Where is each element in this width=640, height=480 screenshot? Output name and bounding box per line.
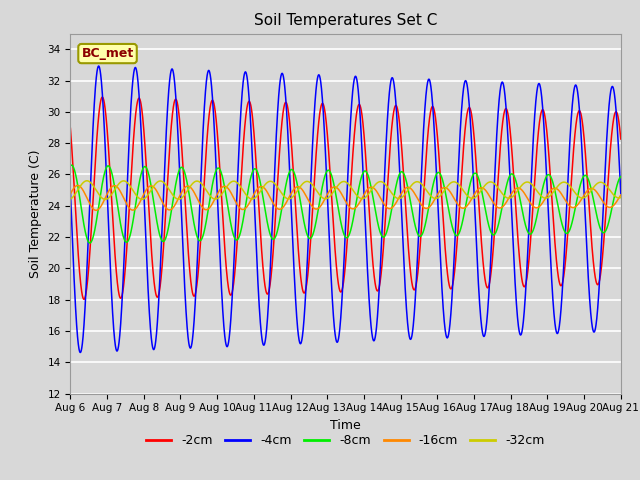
- -2cm: [607, 146, 614, 152]
- -16cm: [130, 207, 138, 213]
- -4cm: [76, 349, 84, 355]
- -32cm: [607, 188, 614, 194]
- -8cm: [607, 213, 614, 218]
- -8cm: [547, 175, 555, 180]
- -16cm: [617, 192, 625, 198]
- -8cm: [617, 174, 625, 180]
- -4cm: [67, 188, 74, 194]
- -4cm: [95, 63, 102, 69]
- -32cm: [101, 196, 109, 202]
- -2cm: [130, 136, 138, 142]
- -16cm: [67, 191, 74, 197]
- -16cm: [302, 192, 310, 198]
- -2cm: [80, 297, 88, 302]
- Y-axis label: Soil Temperature (C): Soil Temperature (C): [29, 149, 42, 278]
- -4cm: [130, 72, 138, 77]
- -4cm: [617, 191, 625, 196]
- Line: -2cm: -2cm: [70, 97, 621, 300]
- -4cm: [278, 71, 285, 76]
- -2cm: [99, 94, 106, 100]
- -4cm: [607, 91, 614, 96]
- -16cm: [547, 187, 555, 193]
- Line: -4cm: -4cm: [70, 66, 621, 352]
- -32cm: [617, 195, 625, 201]
- -2cm: [163, 201, 170, 206]
- -16cm: [607, 204, 614, 210]
- -2cm: [302, 287, 310, 293]
- Text: BC_met: BC_met: [81, 47, 134, 60]
- -4cm: [302, 290, 310, 296]
- -8cm: [278, 205, 285, 211]
- -8cm: [302, 227, 310, 232]
- Line: -32cm: -32cm: [70, 181, 621, 199]
- X-axis label: Time: Time: [330, 419, 361, 432]
- -32cm: [83, 178, 91, 184]
- -8cm: [86, 240, 93, 246]
- -32cm: [163, 182, 170, 188]
- Title: Soil Temperatures Set C: Soil Temperatures Set C: [254, 13, 437, 28]
- -8cm: [68, 162, 76, 168]
- -8cm: [163, 234, 170, 240]
- -32cm: [67, 196, 74, 202]
- Legend: -2cm, -4cm, -8cm, -16cm, -32cm: -2cm, -4cm, -8cm, -16cm, -32cm: [141, 429, 550, 452]
- -2cm: [67, 125, 74, 131]
- -16cm: [278, 205, 285, 211]
- -32cm: [547, 192, 555, 198]
- -4cm: [163, 130, 170, 136]
- -2cm: [617, 136, 625, 142]
- -8cm: [67, 163, 74, 168]
- Line: -8cm: -8cm: [70, 165, 621, 243]
- -32cm: [278, 191, 285, 196]
- -32cm: [302, 179, 310, 184]
- -16cm: [163, 205, 170, 211]
- -8cm: [130, 215, 138, 221]
- -2cm: [278, 120, 285, 126]
- -16cm: [74, 182, 81, 188]
- -2cm: [547, 184, 555, 190]
- -4cm: [547, 266, 555, 272]
- Line: -16cm: -16cm: [70, 185, 621, 210]
- -16cm: [92, 207, 100, 213]
- -32cm: [130, 189, 138, 194]
